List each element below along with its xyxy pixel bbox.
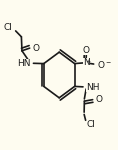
Text: NH: NH xyxy=(86,83,100,92)
Text: +: + xyxy=(86,59,91,64)
Text: HN: HN xyxy=(17,59,31,68)
Text: Cl: Cl xyxy=(87,120,96,129)
Text: O$^-$: O$^-$ xyxy=(97,58,112,70)
Text: O: O xyxy=(32,44,39,53)
Text: Cl: Cl xyxy=(4,23,12,32)
Text: N: N xyxy=(83,58,90,67)
Text: O: O xyxy=(83,46,90,55)
Text: O: O xyxy=(96,95,103,104)
